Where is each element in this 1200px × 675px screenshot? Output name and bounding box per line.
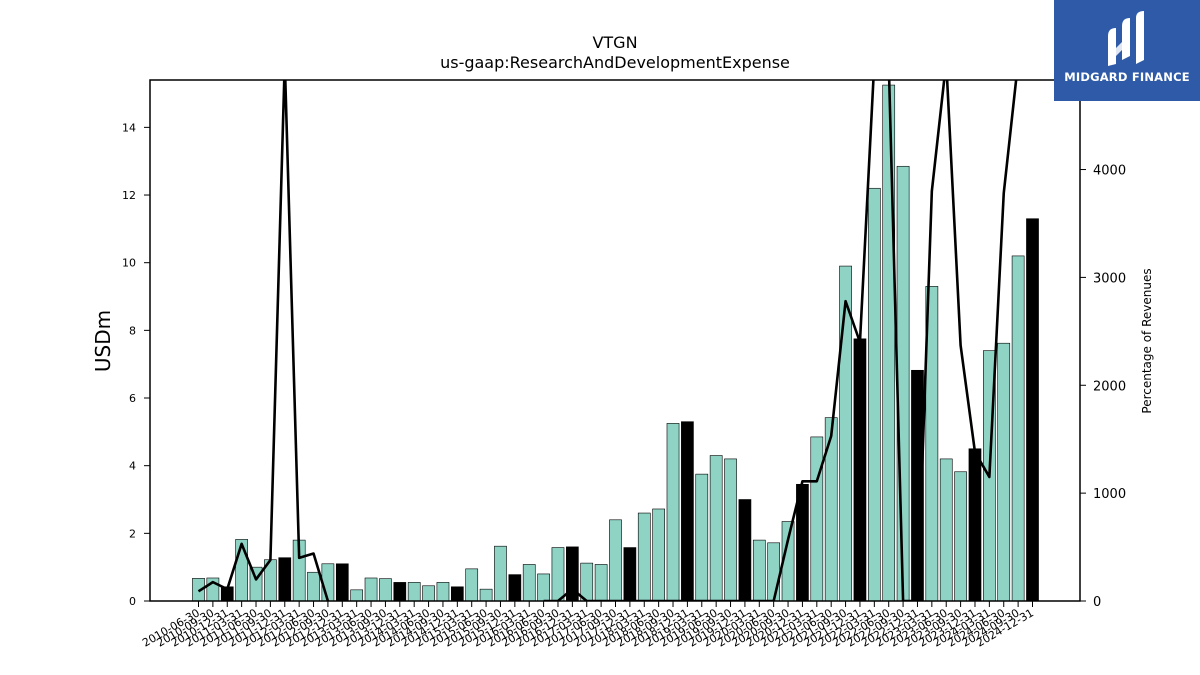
bar <box>192 578 205 601</box>
bar <box>465 568 479 601</box>
y2-axis-label: Percentage of Revenues <box>1140 268 1154 413</box>
bar <box>278 557 292 601</box>
y-tick-label: 12 <box>122 189 136 202</box>
y2-tick-label: 3000 <box>1093 271 1126 286</box>
bar <box>1026 218 1039 601</box>
bar <box>307 571 320 601</box>
chart-title: VTGN <box>592 33 637 52</box>
bar <box>1011 255 1025 601</box>
y-axis-right: 0 1000 2000 3000 4000 <box>1080 164 1126 610</box>
bar <box>853 338 867 601</box>
bar <box>896 165 910 601</box>
line-series <box>197 80 1018 601</box>
bar <box>479 588 493 601</box>
brand-name: MIDGARD FINANCE <box>1064 70 1190 84</box>
bar <box>436 582 450 601</box>
y-tick-label: 10 <box>122 257 136 270</box>
bar <box>350 589 364 601</box>
bar <box>839 265 852 601</box>
bar <box>594 564 608 601</box>
bar <box>709 455 723 601</box>
y-tick-label: 0 <box>129 595 136 608</box>
y-tick-label: 2 <box>129 527 136 540</box>
bar <box>609 519 622 601</box>
y-tick-label: 8 <box>129 324 136 337</box>
percentage-line <box>197 80 1018 601</box>
bar <box>321 563 335 601</box>
bar <box>867 187 881 601</box>
bar <box>379 578 392 601</box>
bar <box>968 448 982 601</box>
y-axis-label: USDm <box>91 310 115 372</box>
y-tick-label: 4 <box>129 460 136 473</box>
bar <box>724 458 737 601</box>
bar <box>824 417 838 601</box>
y2-tick-label: 2000 <box>1093 379 1126 394</box>
bar <box>695 473 709 601</box>
bar <box>335 563 349 601</box>
y-axis-left: 0 2 4 6 8 10 12 14 <box>122 121 150 608</box>
bar <box>738 499 752 601</box>
y-tick-label: 14 <box>122 121 136 134</box>
bar <box>681 421 694 601</box>
bar <box>508 574 522 601</box>
midgard-logo-icon <box>1108 11 1144 66</box>
bar <box>652 508 665 601</box>
bar <box>767 542 781 601</box>
bar <box>810 436 824 601</box>
bar <box>235 539 248 601</box>
bar <box>422 585 435 601</box>
y-tick-label: 6 <box>129 392 136 405</box>
bar <box>407 582 421 601</box>
bar <box>623 547 637 601</box>
bar <box>637 512 651 601</box>
y2-tick-label: 1000 <box>1093 487 1126 502</box>
bar <box>450 586 464 601</box>
y2-tick-label: 0 <box>1093 595 1101 610</box>
bar <box>925 286 939 601</box>
chart-subtitle: us-gaap:ResearchAndDevelopmentExpense <box>440 53 790 72</box>
bar <box>939 458 953 601</box>
bar <box>522 564 536 601</box>
bar-series <box>192 84 1039 601</box>
y2-tick-label: 4000 <box>1093 164 1126 179</box>
brand-logo: MIDGARD FINANCE <box>1054 0 1200 101</box>
bar <box>666 423 680 601</box>
bar <box>393 582 407 601</box>
bar <box>954 471 967 601</box>
x-axis: 2010-06-302010-09-302010-12-312011-03-31… <box>140 601 1036 650</box>
bar <box>364 577 378 601</box>
bar <box>494 545 507 601</box>
bar <box>882 84 896 601</box>
bar <box>752 539 766 601</box>
bar <box>551 547 565 601</box>
bar <box>537 573 550 601</box>
bar <box>580 562 594 601</box>
bar <box>997 342 1011 601</box>
